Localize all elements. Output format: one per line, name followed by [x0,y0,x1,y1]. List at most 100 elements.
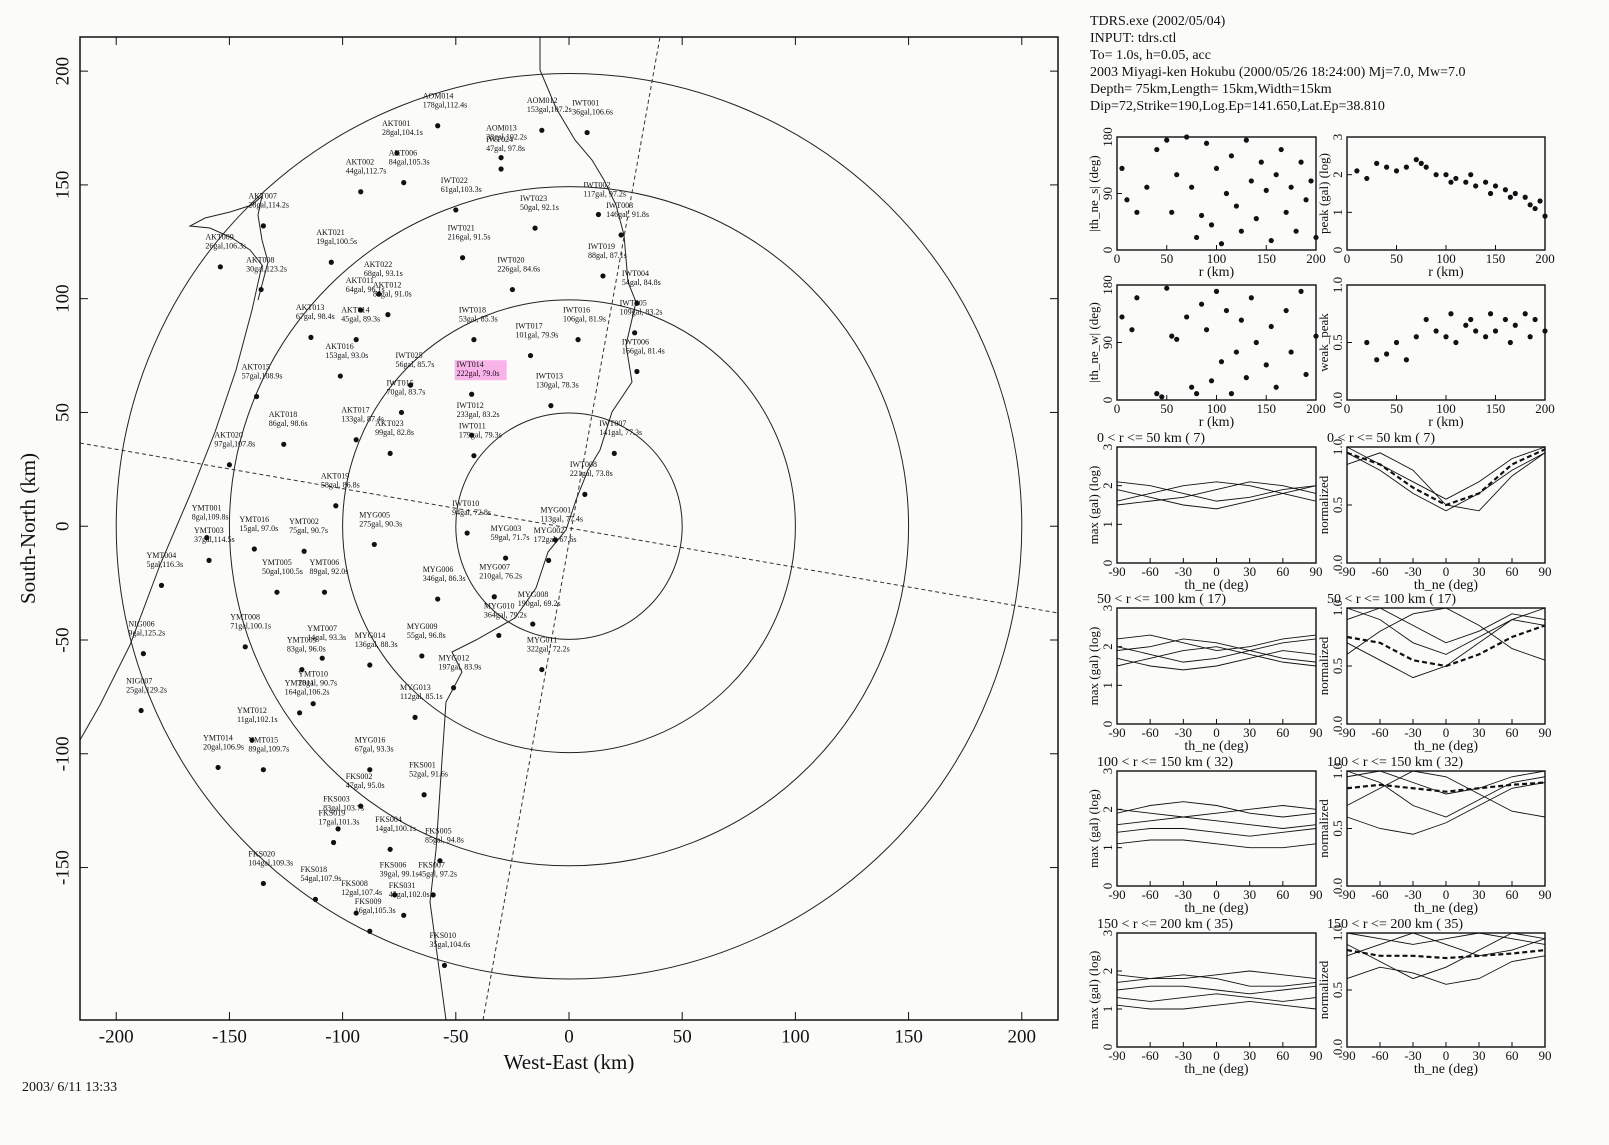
point [1403,164,1409,170]
point [1374,160,1380,166]
curve [1346,782,1546,835]
station [530,621,536,627]
x-tick-label: 0 [1213,887,1220,902]
station-name: YMT004 [147,551,177,560]
y-tick-label: 90 [1100,336,1115,349]
header-line: Depth= 75km,Length= 15km,Width=15km [1090,82,1332,97]
station-name: IWT022 [441,176,468,185]
station-peak: 94gal, 72.8s [452,508,491,517]
x-tick-label: -60 [1371,1048,1388,1063]
x-tick-label: 200 [1008,1026,1037,1047]
point [1542,213,1548,219]
station-peak: 47gal, 95.0s [346,781,385,790]
station [469,432,475,438]
point [1298,288,1304,294]
point [1228,391,1235,397]
y-axis-label: weak_peak [1316,313,1331,372]
station-name: IWT023 [520,194,547,203]
station-peak: 83gal,103.7s [323,804,364,813]
station-name: FKS008 [341,879,368,888]
point [1119,314,1125,320]
station-name: IWT004 [622,269,649,278]
station [226,462,233,468]
station-peak: 54gal, 84.8s [622,278,661,287]
station [582,491,588,497]
station-name: AKT014 [341,305,369,314]
y-tick-label: 3 [1100,768,1115,775]
point [1463,322,1469,328]
y-tick-label: 2 [1100,643,1115,650]
station [575,337,581,343]
curve [1116,481,1317,506]
station-name: AKT008 [246,255,274,264]
station-peak: 61gal,103.3s [441,185,482,194]
station-name: FKS002 [346,772,373,781]
x-tick-label: 90 [1310,564,1323,579]
point [1502,316,1508,323]
y-axis-label: |th_ne_w| (deg) [1086,302,1101,383]
distance-ring [228,186,910,867]
y-tick-label: 0.5 [1330,982,1345,998]
x-tick-label: 60 [1506,725,1519,740]
station [459,255,466,261]
x-tick-label: 150 [1486,251,1506,266]
x-tick-label: 30 [1243,725,1256,740]
curve [1116,481,1317,502]
x-axis-label: th_ne (deg) [1414,739,1478,754]
y-tick-label: 3 [1100,605,1115,612]
strike-line [482,36,661,1021]
station-name: AKT013 [296,303,324,312]
curve [1116,801,1317,818]
y-tick-label: 3 [1100,930,1115,937]
station [435,123,441,129]
point [1119,165,1125,171]
y-axis-label: South-North (km) [16,453,40,604]
station [394,150,400,156]
x-tick-label: 30 [1473,564,1486,579]
station-peak: 15gal, 97.0s [239,524,278,533]
y-tick-label: -50 [52,627,73,652]
station-peak: 9gal,125.2s [128,628,165,637]
station-peak: 47gal, 97.8s [486,144,525,153]
point [1492,183,1499,189]
station [398,409,405,416]
curve [1116,485,1317,510]
station [387,846,393,852]
y-tick-label: 1.0 [1330,600,1345,616]
station-name: IWT018 [459,305,486,314]
point [1194,391,1200,397]
y-tick-label: 3 [1330,134,1345,141]
station-name: IWT016 [563,305,590,314]
station [450,685,457,691]
y-tick-label: 100 [52,284,73,313]
station-peak: 64gal, 96.1s [346,285,385,294]
station-peak: 104gal,109.3s [248,858,293,867]
point [1512,322,1518,328]
x-tick-label: -60 [1141,725,1158,740]
y-tick-label: 2 [1330,171,1345,178]
x-tick-label: 0 [1443,564,1450,579]
station-name: NIG006 [128,619,154,628]
x-tick-label: -60 [1371,887,1388,902]
x-tick-label: -60 [1141,564,1158,579]
y-tick-label: 0 [1100,560,1115,567]
point [1169,333,1175,339]
x-tick-label: -100 [325,1026,360,1047]
panel-title: 100 < r <= 150 km ( 32) [1327,755,1463,770]
station-name: AOM014 [423,92,454,101]
y-tick-label: 3 [1100,444,1115,451]
station-name: MYG009 [407,622,438,631]
x-tick-label: -30 [1175,1048,1192,1063]
station-peak: 226gal, 84.6s [497,264,540,273]
x-tick-label: 50 [673,1026,692,1047]
x-tick-label: -50 [443,1026,468,1047]
station [301,548,307,554]
point [1208,378,1215,384]
point [1433,172,1439,178]
station-peak: 45gal, 97.2s [418,870,457,879]
station-peak: 38gal,102.2s [486,132,527,141]
y-tick-label: 2 [1100,806,1115,813]
point [1238,317,1244,323]
point [1453,339,1459,346]
